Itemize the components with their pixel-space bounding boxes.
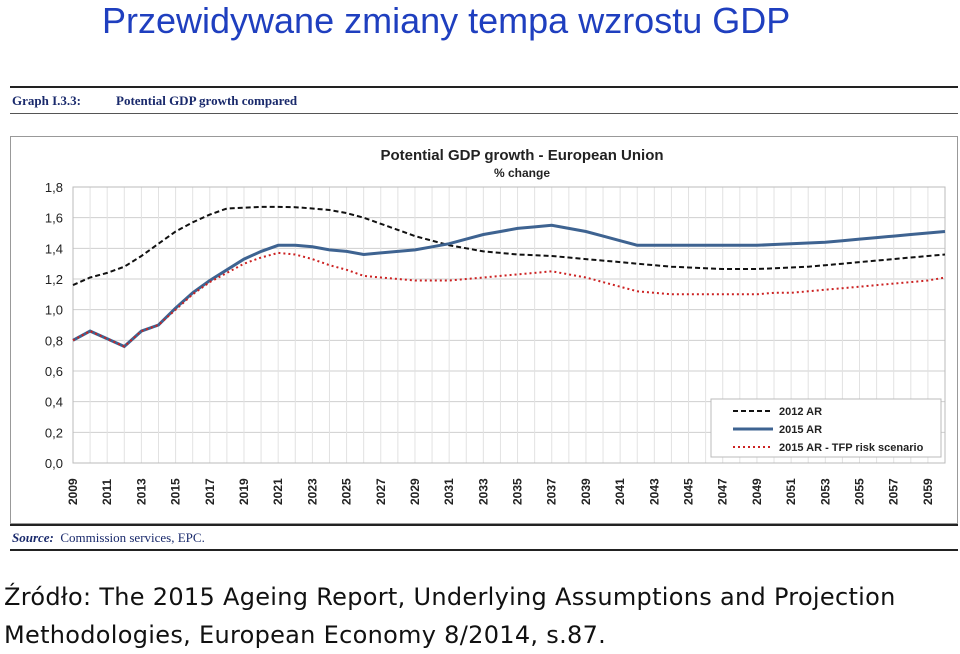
y-tick-label: 1,6 <box>45 211 63 226</box>
y-tick-label: 0,8 <box>45 333 63 348</box>
x-tick-label: 2039 <box>579 478 593 505</box>
x-tick-label: 2049 <box>750 478 764 505</box>
x-tick-label: 2037 <box>545 478 559 505</box>
series-layer <box>72 205 946 349</box>
y-tick-label: 1,8 <box>45 180 63 195</box>
legend: 2012 AR 2015 AR 2015 AR - TFP risk scenari… <box>710 398 942 458</box>
chart-frame: Potential GDP growth - European Union % … <box>10 136 958 524</box>
x-tick-label: 2015 <box>169 478 183 505</box>
x-tick-label: 2043 <box>647 478 661 505</box>
graph-caption: Potential GDP growth compared <box>116 93 298 108</box>
y-tick-label: 1,4 <box>45 241 63 256</box>
x-tick-label: 2035 <box>511 478 525 505</box>
series-line-2 <box>72 223 946 349</box>
x-tick-label: 2021 <box>271 478 285 505</box>
x-tick-label: 2019 <box>237 478 251 505</box>
x-tick-labels: 2009 2011 2013 2015 2017 2019 2021 2023 2025 2027… <box>66 478 935 505</box>
chart-title: Potential GDP growth - European Union <box>380 147 663 164</box>
x-tick-label: 2057 <box>887 478 901 505</box>
x-tick-label: 2023 <box>305 478 319 505</box>
series-line-3 <box>72 251 946 348</box>
y-tick-label: 0,2 <box>45 425 63 440</box>
footnote: Źródło: The 2015 Ageing Report, Underlyi… <box>4 583 896 649</box>
graph-label: Graph I.3.3: <box>12 93 81 108</box>
source-rule <box>10 549 958 551</box>
legend-label: 2012 AR <box>779 406 822 418</box>
legend-label: 2015 AR <box>779 424 822 436</box>
y-tick-label: 0,6 <box>45 364 63 379</box>
series-line-1 <box>72 205 946 287</box>
legend-label: 2015 AR - TFP risk scenario <box>779 442 924 454</box>
source-label: Source: <box>12 530 54 545</box>
y-tick-label: 1,0 <box>45 303 63 318</box>
x-tick-label: 2051 <box>784 478 798 505</box>
bottom-rule <box>10 524 958 526</box>
source-line: Source: Commission services, EPC. <box>12 530 205 546</box>
x-tick-label: 2031 <box>442 478 456 505</box>
x-tick-label: 2013 <box>134 478 148 505</box>
source-text: Commission services, EPC. <box>60 530 205 545</box>
x-tick-label: 2041 <box>613 478 627 505</box>
x-tick-label: 2027 <box>374 478 388 505</box>
x-tick-label: 2047 <box>716 478 730 505</box>
x-tick-label: 2029 <box>408 478 422 505</box>
x-tick-label: 2017 <box>203 478 217 505</box>
x-tick-label: 2009 <box>66 478 80 505</box>
chart-subtitle: % change <box>494 166 550 180</box>
y-tick-label: 0,4 <box>45 395 63 410</box>
slide-title: Przewidywane zmiany tempa wzrostu GDP <box>102 0 791 41</box>
plot-area <box>72 186 946 464</box>
top-rule <box>10 86 958 88</box>
x-tick-label: 2045 <box>682 478 696 505</box>
x-tick-label: 2025 <box>340 478 354 505</box>
x-tick-label: 2059 <box>921 478 935 505</box>
y-tick-label: 1,2 <box>45 272 63 287</box>
x-tick-label: 2053 <box>818 478 832 505</box>
x-tick-label: 2011 <box>100 479 114 505</box>
y-tick-labels: 0,0 0,2 0,4 0,6 0,8 1,0 1,2 1,4 1,6 1,8 <box>45 180 63 471</box>
y-tick-label: 0,0 <box>45 456 63 471</box>
x-tick-label: 2033 <box>476 478 490 505</box>
x-tick-label: 2055 <box>853 478 867 505</box>
gdp-growth-chart: Potential GDP growth - European Union % … <box>45 147 946 505</box>
caption-rule <box>10 113 958 114</box>
